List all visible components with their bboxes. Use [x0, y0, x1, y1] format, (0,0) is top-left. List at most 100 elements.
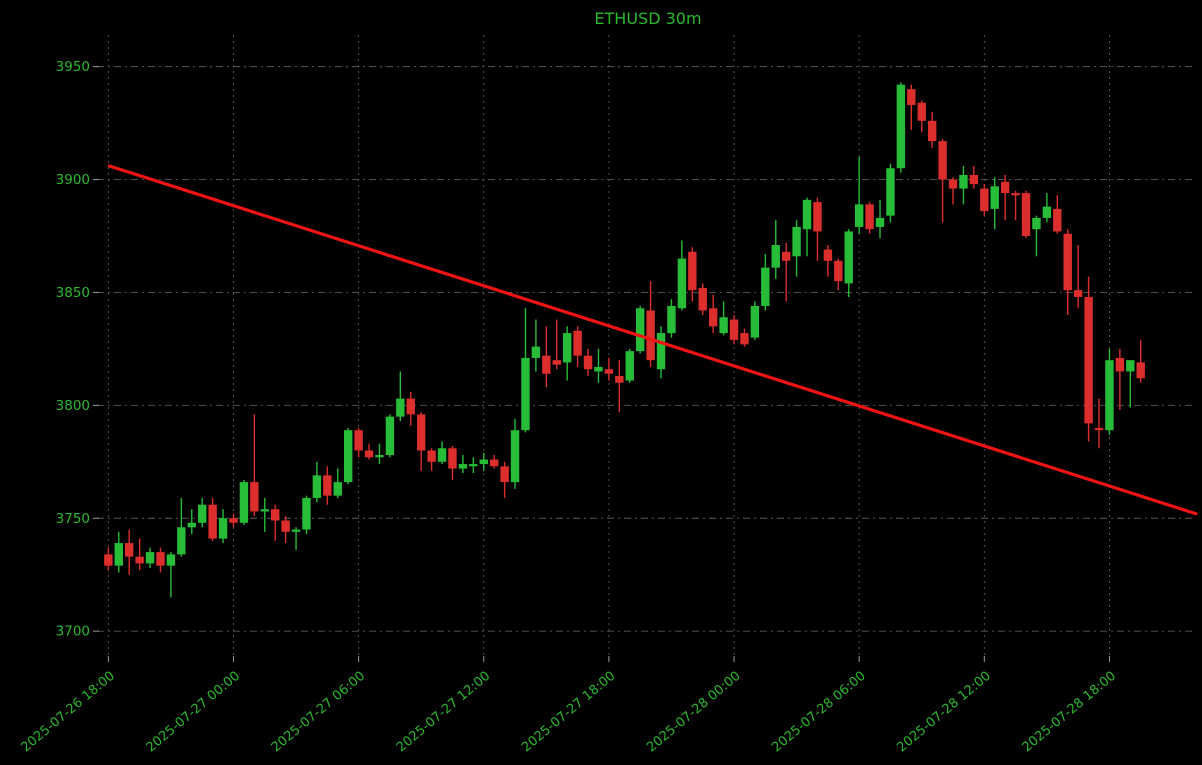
candle [364, 443, 374, 460]
candle-body-down [135, 556, 144, 564]
candle [1011, 190, 1020, 221]
candle [489, 455, 499, 469]
candle [708, 294, 718, 334]
candle-body-down [834, 260, 843, 282]
candle-body-up [385, 416, 395, 456]
candle-body-down [927, 120, 937, 142]
candle-body-down [281, 520, 290, 532]
candle [604, 357, 614, 381]
candle-body-up [771, 245, 780, 268]
candle-body-down [865, 204, 874, 230]
candle-body-up [594, 366, 603, 372]
candle [375, 443, 384, 465]
candle [771, 220, 780, 279]
candle [677, 240, 687, 311]
candle [854, 156, 864, 234]
candle-body-down [1053, 208, 1062, 232]
candle-body-up [197, 504, 207, 523]
candle [156, 547, 165, 573]
candle-body-down [980, 188, 989, 212]
candle-body-up [375, 455, 384, 458]
candle-body-down [604, 369, 614, 374]
candle-body-down [250, 482, 259, 512]
candle-body-up [437, 448, 447, 462]
candle-body-down [948, 179, 958, 189]
candle-body-up [1032, 217, 1041, 230]
candle-body-up [396, 398, 405, 417]
candle [104, 547, 113, 571]
candle-body-up [187, 522, 196, 528]
candle [343, 427, 353, 485]
candle [750, 301, 760, 340]
candle [1053, 195, 1062, 234]
candle-body-up [521, 357, 530, 431]
candle [573, 326, 582, 367]
candle [583, 348, 593, 376]
candle [886, 163, 895, 223]
candle [594, 348, 603, 383]
candle [625, 348, 634, 383]
candle-body-up [562, 333, 572, 363]
candle-body-down [124, 543, 134, 557]
candle-body-up [990, 186, 999, 209]
candle [688, 247, 697, 302]
candle-body-down [813, 202, 822, 232]
chart-title: ETHUSD 30m [594, 9, 701, 28]
trendline-layer [107, 164, 1198, 516]
candle [896, 82, 906, 173]
candle [469, 457, 478, 474]
candle-body-up [635, 308, 645, 352]
candle [542, 326, 551, 388]
candle-body-down [740, 333, 749, 345]
x-tick-label: 2025-07-28 12:00 [894, 669, 993, 756]
candle-body-down [270, 509, 280, 521]
candle [990, 177, 999, 230]
candle [145, 547, 155, 568]
candle-body-up [469, 464, 478, 467]
candle [500, 461, 509, 498]
candle-body-down [646, 310, 655, 361]
candle-body-down [448, 448, 457, 469]
candle-body-down [323, 475, 332, 496]
candle [1094, 398, 1104, 449]
candle-body-up [1042, 206, 1052, 218]
candle-body-up [761, 267, 770, 306]
candle-body-down [229, 518, 238, 523]
candle-body-down [1115, 357, 1125, 372]
candle [385, 414, 395, 458]
candle-body-down [1011, 193, 1020, 196]
candle-body-up [312, 475, 322, 498]
candle [1063, 229, 1072, 316]
candle-body-up [844, 231, 853, 284]
x-tick-label: 2025-07-28 18:00 [1020, 669, 1119, 756]
candle [312, 461, 322, 503]
candle [521, 308, 530, 433]
candle [177, 497, 186, 557]
candle [291, 527, 301, 550]
candle-body-down [583, 355, 593, 370]
candle [1084, 276, 1093, 442]
candle [635, 305, 645, 354]
candle [552, 319, 561, 370]
candle [114, 531, 123, 573]
candle [792, 220, 801, 277]
candle-body-up [343, 430, 353, 483]
candle-body-down [427, 450, 436, 462]
candle [1105, 348, 1114, 435]
grid-layer [97, 35, 1196, 656]
candle-body-down [573, 330, 582, 356]
candle-body-up [166, 554, 176, 566]
candle [959, 165, 968, 205]
candle [427, 448, 436, 471]
candle-body-up [239, 482, 249, 523]
candle [323, 466, 332, 505]
candle [834, 258, 843, 291]
candle-body-up [479, 459, 488, 465]
candle-body-down [729, 319, 739, 340]
y-tick-label: 3850 [56, 285, 90, 301]
candle-body-down [542, 355, 551, 374]
candle-body-down [615, 375, 624, 383]
candle [729, 315, 739, 345]
candle [197, 497, 207, 528]
